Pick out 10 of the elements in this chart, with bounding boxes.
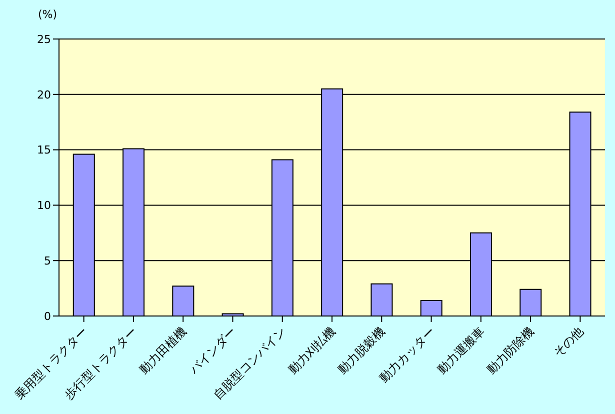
y-tick-label: 10 (37, 199, 51, 212)
y-tick-label: 20 (37, 88, 51, 102)
x-tick-label: 動力田植機 (136, 324, 190, 377)
x-tick-label: その他 (550, 324, 586, 360)
x-tick-label: 動力刈払機 (286, 324, 338, 377)
y-axis-title: (%) (38, 8, 58, 21)
y-tick-label: 15 (37, 144, 51, 157)
y-tick-label: 25 (37, 32, 51, 46)
y-tick-label: 5 (44, 254, 51, 268)
y-tick-label: 0 (44, 310, 51, 323)
